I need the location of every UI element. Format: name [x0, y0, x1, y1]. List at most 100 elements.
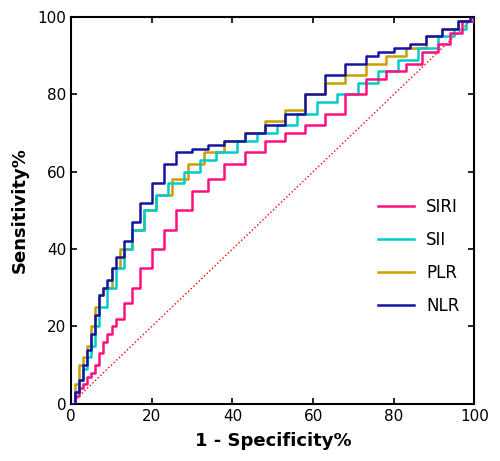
NLR — [68, 401, 74, 407]
SII — [181, 169, 187, 175]
PLR — [68, 401, 74, 407]
NLR — [262, 123, 268, 128]
Legend: SIRI, SII, PLR, NLR: SIRI, SII, PLR, NLR — [371, 192, 466, 322]
SIRI — [68, 401, 74, 407]
PLR — [116, 246, 122, 252]
SIRI — [108, 324, 114, 329]
NLR — [468, 14, 473, 20]
SIRI — [419, 49, 425, 55]
NLR — [112, 254, 118, 260]
PLR — [322, 80, 328, 86]
PLR — [342, 72, 348, 78]
SII — [354, 80, 360, 86]
SII — [234, 138, 239, 143]
NLR — [322, 72, 328, 78]
SIRI — [80, 382, 86, 387]
SIRI — [472, 14, 478, 20]
SIRI — [302, 123, 308, 128]
Line: SII: SII — [71, 17, 474, 404]
NLR — [206, 142, 212, 148]
SIRI — [161, 227, 167, 232]
SIRI — [112, 316, 118, 321]
SIRI — [173, 207, 179, 213]
NLR — [391, 45, 397, 51]
SII — [92, 324, 98, 329]
SIRI — [104, 331, 110, 337]
NLR — [423, 34, 429, 39]
NLR — [76, 378, 82, 383]
SII — [80, 366, 86, 372]
PLR — [76, 362, 82, 368]
SII — [120, 246, 126, 252]
PLR — [202, 150, 207, 155]
SII — [68, 401, 74, 407]
PLR — [439, 26, 445, 31]
SII — [395, 57, 401, 62]
SIRI — [92, 362, 98, 368]
SIRI — [96, 351, 102, 356]
SIRI — [189, 188, 195, 194]
SII — [254, 130, 260, 136]
PLR — [472, 14, 478, 20]
NLR — [222, 138, 228, 143]
PLR — [403, 45, 409, 51]
PLR — [456, 18, 462, 24]
NLR — [120, 238, 126, 244]
X-axis label: 1 - Specificity%: 1 - Specificity% — [194, 432, 351, 450]
SIRI — [149, 246, 155, 252]
PLR — [100, 285, 106, 290]
SIRI — [460, 18, 466, 24]
SII — [274, 123, 280, 128]
NLR — [282, 111, 288, 117]
PLR — [84, 343, 90, 349]
NLR — [80, 362, 86, 368]
NLR — [342, 61, 348, 66]
PLR — [282, 107, 288, 112]
SII — [72, 390, 78, 395]
SII — [84, 355, 90, 360]
NLR — [104, 277, 110, 283]
NLR — [149, 181, 155, 186]
SII — [141, 207, 147, 213]
NLR — [374, 49, 380, 55]
NLR — [362, 53, 368, 59]
SIRI — [362, 76, 368, 82]
PLR — [141, 207, 147, 213]
SIRI — [100, 339, 106, 345]
NLR — [72, 390, 78, 395]
SII — [197, 157, 203, 163]
PLR — [108, 266, 114, 271]
SII — [96, 304, 102, 310]
SIRI — [322, 111, 328, 117]
SII — [314, 100, 320, 105]
SIRI — [242, 150, 248, 155]
NLR — [88, 331, 94, 337]
NLR — [84, 347, 90, 352]
PLR — [153, 192, 159, 198]
PLR — [185, 161, 191, 167]
SII — [334, 92, 340, 97]
SII — [374, 69, 380, 74]
SII — [415, 45, 421, 51]
SIRI — [76, 385, 82, 391]
NLR — [472, 14, 478, 20]
SII — [112, 266, 118, 271]
NLR — [456, 18, 462, 24]
SIRI — [136, 266, 142, 271]
NLR — [161, 161, 167, 167]
NLR — [439, 26, 445, 31]
SII — [214, 150, 220, 155]
Y-axis label: Sensitivity%: Sensitivity% — [11, 148, 29, 273]
SIRI — [128, 285, 134, 290]
PLR — [169, 177, 175, 182]
SII — [435, 34, 441, 39]
PLR — [128, 227, 134, 232]
SII — [128, 227, 134, 232]
SIRI — [435, 41, 441, 47]
NLR — [92, 312, 98, 318]
SII — [294, 111, 300, 117]
SII — [452, 26, 458, 31]
NLR — [136, 200, 142, 206]
SIRI — [88, 370, 94, 376]
SIRI — [282, 130, 288, 136]
